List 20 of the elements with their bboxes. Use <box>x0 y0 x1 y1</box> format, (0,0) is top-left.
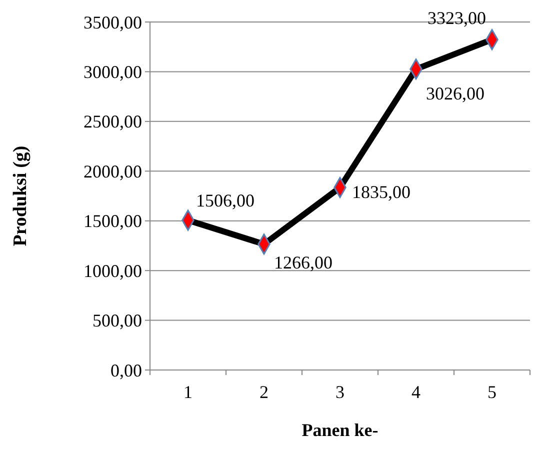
y-tick-label: 3000,00 <box>84 62 142 82</box>
data-label: 1506,00 <box>196 190 254 211</box>
x-tick-label: 3 <box>336 382 344 402</box>
y-axis-title: Produksi (g) <box>10 146 31 246</box>
y-tick-label: 500,00 <box>92 310 142 331</box>
x-tick-label: 2 <box>260 382 268 402</box>
data-label: 1835,00 <box>352 182 410 202</box>
y-tick-label: 2500,00 <box>84 112 142 132</box>
y-tick-label: 0,00 <box>110 360 142 380</box>
x-tick-label: 1 <box>184 382 192 402</box>
y-tick-label: 3500,00 <box>84 12 142 32</box>
data-label: 1266,00 <box>274 252 332 272</box>
x-axis-title: Panen ke- <box>302 420 378 440</box>
x-tick-label: 5 <box>488 382 496 402</box>
x-tick-label: 4 <box>412 382 420 402</box>
y-tick-label: 2000,00 <box>84 161 142 182</box>
data-label: 3026,00 <box>426 83 484 104</box>
data-label: 3323,00 <box>428 8 486 28</box>
y-tick-label: 1500,00 <box>84 211 142 232</box>
y-tick-label: 1000,00 <box>84 260 142 281</box>
